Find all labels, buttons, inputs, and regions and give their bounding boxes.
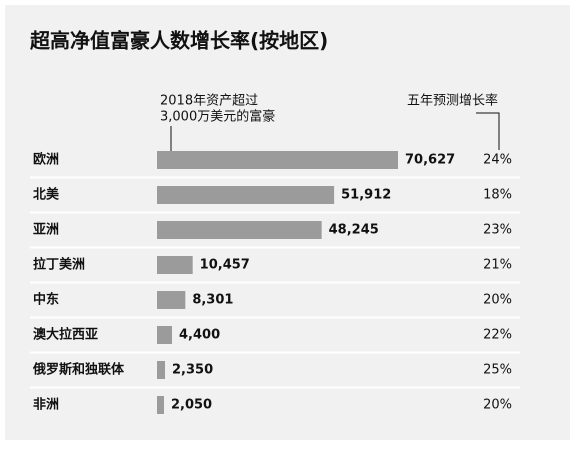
category-label: 澳大拉西亚	[33, 327, 98, 343]
value-label: 48,245	[329, 223, 379, 238]
growth-label: 22%	[483, 328, 512, 343]
bar	[157, 361, 166, 379]
bar	[157, 326, 173, 344]
column-header: 2018年资产超过	[160, 94, 258, 109]
growth-label: 23%	[483, 223, 512, 238]
category-label: 欧洲	[33, 152, 59, 168]
value-label: 51,912	[341, 188, 391, 203]
growth-label: 20%	[483, 293, 512, 308]
column-header: 五年预测增长率	[407, 93, 498, 109]
growth-label: 24%	[483, 153, 512, 168]
category-label: 非洲	[33, 397, 59, 413]
value-label: 10,457	[200, 258, 250, 273]
category-label: 中东	[33, 292, 59, 308]
growth-label: 21%	[483, 258, 512, 273]
bar	[157, 396, 164, 414]
growth-label: 25%	[483, 363, 512, 378]
category-label: 北美	[33, 187, 60, 203]
bar	[157, 256, 193, 274]
value-label: 2,050	[171, 398, 212, 413]
bar	[157, 291, 186, 309]
bar	[157, 221, 322, 239]
chart-title: 超高净值富豪人数增长率(按地区)	[29, 29, 328, 53]
bar	[157, 186, 335, 204]
value-label: 8,301	[192, 293, 233, 308]
column-header: 3,000万美元的富豪	[160, 109, 275, 125]
growth-label: 18%	[483, 188, 512, 203]
category-label: 俄罗斯和独联体	[32, 362, 125, 378]
value-label: 4,400	[179, 328, 220, 343]
header-pointer	[476, 112, 500, 150]
value-label: 70,627	[405, 153, 455, 168]
value-label: 2,350	[172, 363, 213, 378]
category-label: 亚洲	[33, 223, 59, 238]
bar	[157, 151, 398, 169]
growth-label: 20%	[483, 398, 512, 413]
category-label: 拉丁美洲	[33, 257, 85, 273]
